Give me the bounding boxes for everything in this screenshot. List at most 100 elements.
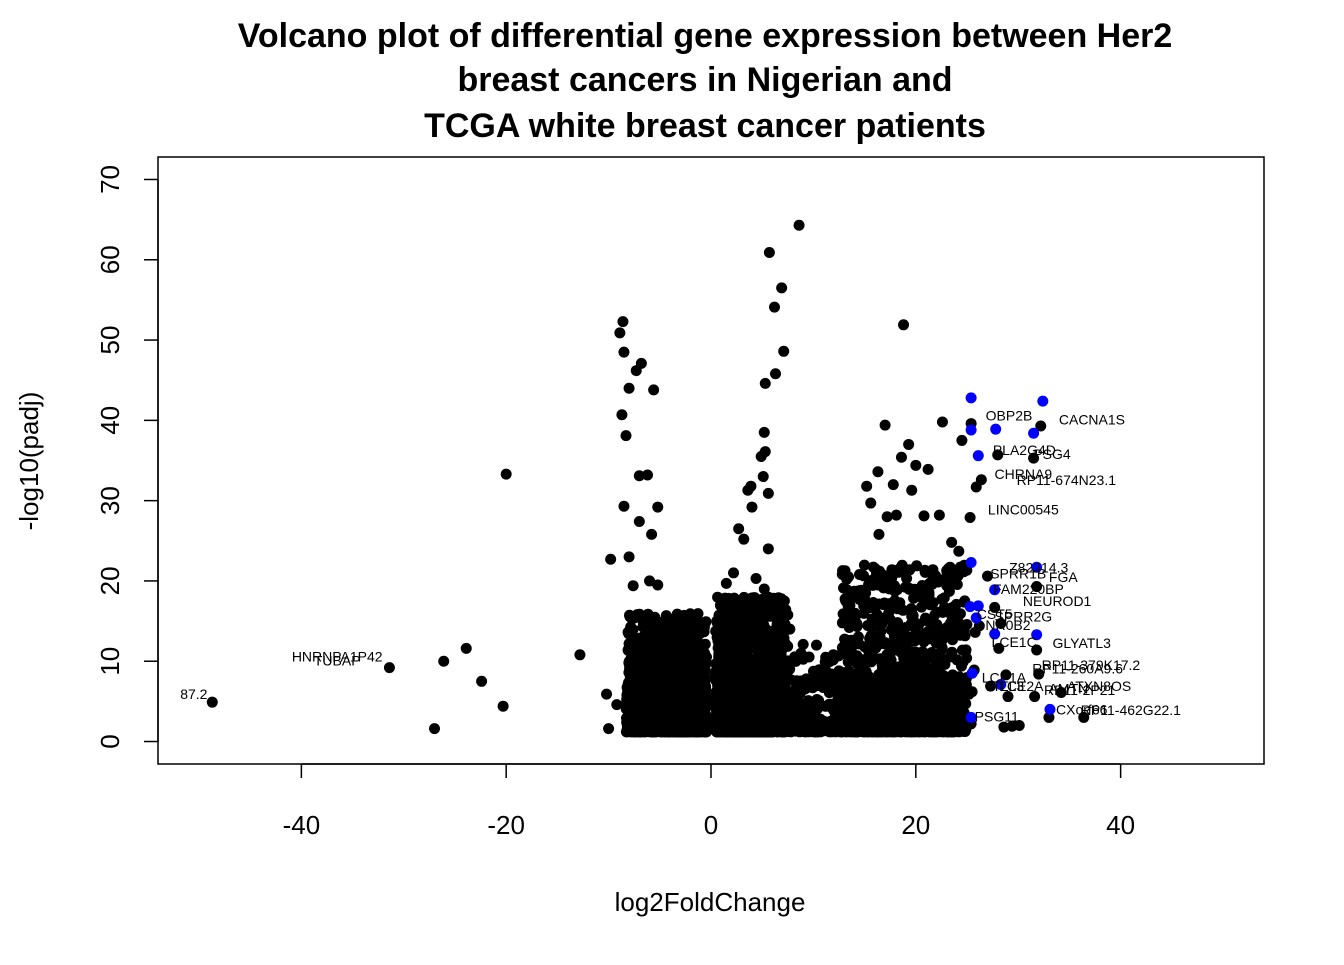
cluster-point bbox=[749, 592, 761, 604]
data-point bbox=[674, 684, 686, 696]
data-point bbox=[933, 509, 945, 521]
cluster-point bbox=[885, 643, 897, 655]
data-point bbox=[620, 430, 632, 442]
data-point bbox=[1055, 687, 1067, 699]
cluster-point bbox=[657, 693, 669, 704]
cluster-point bbox=[699, 647, 710, 659]
data-point bbox=[879, 419, 891, 431]
cluster-point bbox=[727, 707, 739, 719]
data-point bbox=[938, 601, 950, 613]
cluster-point bbox=[692, 641, 704, 653]
cluster-point bbox=[922, 725, 934, 737]
cluster-point bbox=[936, 642, 948, 654]
cluster-point bbox=[931, 631, 942, 643]
data-point bbox=[963, 688, 975, 700]
cluster-point bbox=[767, 609, 779, 620]
cluster-point bbox=[724, 677, 736, 689]
cluster-point bbox=[903, 583, 915, 595]
data-point bbox=[903, 438, 915, 450]
data-point bbox=[763, 247, 775, 259]
cluster-point bbox=[789, 684, 801, 695]
data-point bbox=[429, 723, 440, 735]
data-point bbox=[438, 655, 450, 667]
cluster-point bbox=[724, 664, 736, 676]
cluster-point bbox=[850, 712, 862, 724]
cluster-point bbox=[733, 622, 745, 634]
data-point bbox=[910, 459, 922, 471]
data-point bbox=[1002, 691, 1014, 703]
data-point bbox=[946, 536, 958, 548]
data-points bbox=[206, 219, 1090, 735]
cluster-point bbox=[778, 692, 790, 704]
data-point bbox=[969, 626, 981, 638]
data-point bbox=[603, 723, 615, 735]
cluster-point bbox=[716, 609, 728, 621]
cluster-point bbox=[648, 715, 660, 727]
data-point bbox=[992, 449, 1004, 461]
data-point bbox=[861, 480, 873, 492]
cluster-point bbox=[908, 621, 920, 633]
cluster-point bbox=[782, 665, 794, 677]
cluster-point bbox=[911, 560, 923, 572]
cluster-point bbox=[716, 619, 728, 631]
data-point bbox=[869, 619, 881, 631]
data-point bbox=[383, 662, 395, 674]
cluster-point bbox=[842, 656, 854, 668]
data-point bbox=[646, 528, 658, 540]
cluster-point bbox=[658, 679, 670, 691]
cluster-point bbox=[893, 709, 905, 721]
cluster-point bbox=[713, 647, 725, 659]
data-point bbox=[762, 543, 774, 555]
cluster-point bbox=[860, 715, 872, 727]
data-point bbox=[745, 480, 757, 492]
data-point bbox=[627, 580, 639, 592]
cluster-point bbox=[891, 632, 902, 644]
cluster-point bbox=[883, 598, 895, 610]
cluster-point bbox=[867, 561, 879, 573]
data-point bbox=[810, 639, 822, 651]
data-point bbox=[881, 575, 893, 587]
cluster-point bbox=[929, 655, 941, 667]
cluster-point bbox=[752, 711, 764, 723]
data-point bbox=[797, 638, 809, 650]
data-point bbox=[638, 635, 650, 647]
cluster-point bbox=[946, 646, 958, 658]
data-point bbox=[995, 617, 1007, 629]
chart-title-line-1: Volcano plot of differential gene expres… bbox=[238, 17, 1173, 55]
data-point bbox=[759, 446, 771, 458]
data-point bbox=[746, 501, 758, 513]
data-point bbox=[837, 608, 849, 620]
data-point bbox=[750, 573, 762, 585]
cluster-point bbox=[927, 564, 939, 576]
data-point bbox=[906, 484, 918, 496]
data-point bbox=[720, 577, 732, 589]
data-point bbox=[860, 587, 872, 599]
data-point bbox=[887, 479, 899, 491]
data-point bbox=[497, 700, 509, 712]
data-point bbox=[649, 622, 661, 634]
cluster-point bbox=[631, 641, 643, 653]
data-point bbox=[953, 545, 965, 557]
cluster-point bbox=[722, 723, 734, 735]
data-point bbox=[872, 466, 884, 478]
cluster-point bbox=[839, 682, 851, 693]
data-point bbox=[936, 416, 948, 428]
data-point bbox=[922, 463, 934, 475]
cluster-point bbox=[753, 635, 765, 647]
cluster-point bbox=[645, 659, 656, 670]
chart-title-line-3: TCGA white breast cancer patients bbox=[424, 107, 986, 145]
cluster-point bbox=[791, 675, 803, 687]
data-point bbox=[915, 591, 927, 603]
cluster-point bbox=[915, 675, 927, 687]
cluster-point bbox=[780, 683, 792, 695]
cluster-point bbox=[837, 565, 849, 577]
cluster-point bbox=[715, 680, 727, 692]
cluster-point bbox=[843, 593, 855, 604]
data-point bbox=[614, 327, 626, 339]
cluster-point bbox=[797, 714, 809, 726]
data-point bbox=[631, 609, 643, 621]
data-point bbox=[778, 345, 790, 357]
cluster-point bbox=[645, 703, 657, 715]
chart-title: Volcano plot of differential gene expres… bbox=[238, 17, 1173, 145]
